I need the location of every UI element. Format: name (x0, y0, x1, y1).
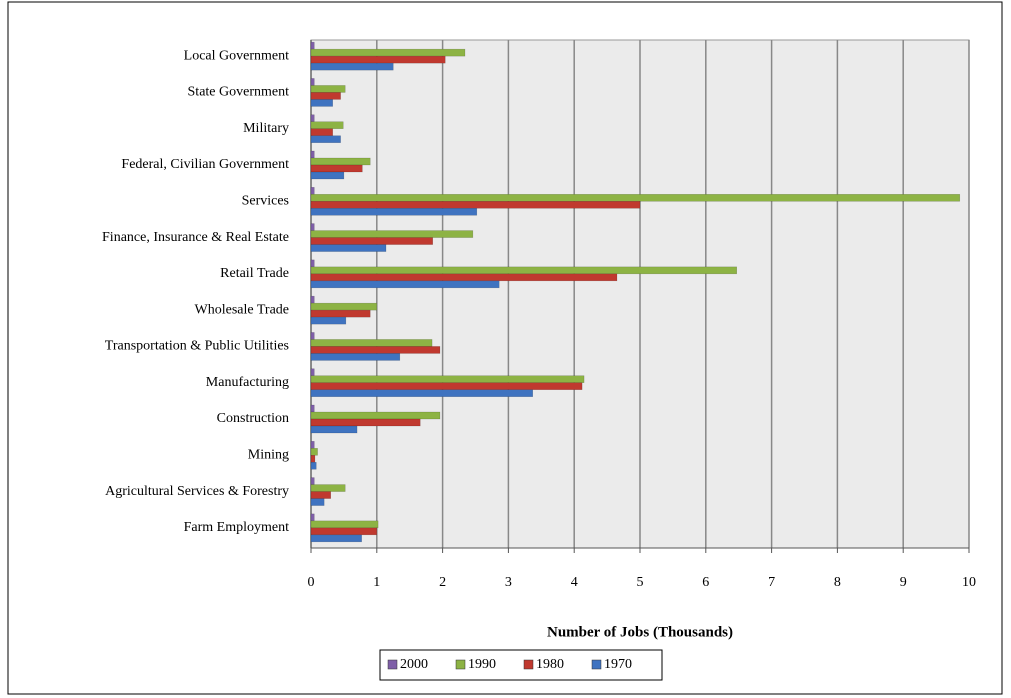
x-tick-label: 5 (637, 575, 644, 590)
y-tick-label: Local Government (184, 48, 289, 63)
bar (310, 187, 315, 195)
bar (310, 48, 466, 57)
y-tick-label: Transportation & Public Utilities (105, 339, 289, 354)
x-tick-label: 6 (702, 575, 709, 590)
bar (310, 295, 315, 304)
bar (310, 316, 347, 325)
bar (310, 382, 583, 390)
bar (310, 208, 478, 216)
x-tick-label: 1 (373, 575, 380, 590)
bar (310, 404, 315, 413)
bar (310, 237, 433, 245)
y-tick-label: Finance, Insurance & Real Estate (102, 230, 289, 245)
bar (310, 309, 371, 318)
bar (310, 280, 500, 289)
bar (310, 135, 341, 143)
bar (310, 171, 345, 180)
y-tick-label: Federal, Civilian Government (121, 157, 289, 172)
bar (310, 273, 618, 282)
x-axis-title: Number of Jobs (Thousands) (547, 624, 733, 640)
bar (310, 418, 421, 427)
bar (310, 157, 371, 166)
y-tick-label: State Government (188, 85, 290, 100)
legend-label: 2000 (400, 657, 428, 672)
bar (310, 411, 441, 420)
x-tick-label: 2 (439, 575, 446, 590)
bar (310, 484, 346, 492)
bar (310, 375, 585, 383)
bar (310, 223, 315, 231)
y-tick-label: Mining (248, 448, 289, 463)
bar (310, 513, 315, 522)
legend-swatch (455, 659, 466, 670)
x-tick-label: 10 (962, 575, 976, 590)
y-tick-label: Agricultural Services & Forestry (105, 484, 289, 499)
y-tick-label: Services (242, 194, 289, 209)
legend-label: 1970 (604, 657, 632, 672)
x-tick-label: 8 (834, 575, 841, 590)
bar (310, 346, 441, 354)
y-tick-label: Wholesale Trade (195, 302, 289, 317)
bar (310, 230, 474, 238)
bar (310, 477, 315, 485)
bar (310, 441, 315, 449)
bar (310, 99, 333, 107)
bar (310, 353, 401, 361)
bar (310, 455, 316, 463)
y-tick-label: Construction (217, 411, 289, 426)
bar (310, 78, 315, 86)
bar (310, 368, 315, 376)
legend-swatch (387, 659, 398, 670)
bar (310, 92, 341, 100)
bar (310, 85, 346, 93)
legend-label: 1980 (536, 657, 564, 672)
y-tick-label: Manufacturing (206, 375, 289, 390)
bar (310, 448, 318, 456)
bar (310, 114, 315, 122)
bar (310, 150, 315, 159)
x-tick-label: 7 (768, 575, 775, 590)
bar (310, 201, 641, 209)
x-tick-label: 0 (308, 575, 315, 590)
bar (310, 128, 333, 136)
bar (310, 121, 344, 129)
bar (310, 491, 331, 499)
bar (310, 425, 358, 434)
bar (310, 62, 394, 71)
bar (310, 462, 317, 470)
x-tick-label: 4 (571, 575, 578, 590)
bar (310, 339, 433, 347)
y-tick-label: Farm Employment (184, 520, 289, 535)
bar (310, 520, 379, 529)
bar (310, 389, 533, 397)
bar (310, 194, 961, 202)
bar (310, 41, 315, 50)
y-tick-label: Military (243, 121, 289, 136)
x-tick-label: 3 (505, 575, 512, 590)
bar (310, 55, 446, 64)
bar (310, 244, 387, 252)
bar (310, 534, 362, 543)
bar (310, 498, 325, 506)
legend-label: 1990 (468, 657, 496, 672)
bar (310, 259, 315, 268)
x-tick-label: 9 (900, 575, 907, 590)
bar (310, 266, 737, 275)
bar (310, 302, 378, 311)
bar (310, 332, 315, 340)
legend-swatch (523, 659, 534, 670)
legend-swatch (591, 659, 602, 670)
y-tick-label: Retail Trade (220, 266, 289, 281)
bar (310, 164, 363, 173)
bar (310, 527, 378, 536)
legend-box (379, 649, 663, 681)
